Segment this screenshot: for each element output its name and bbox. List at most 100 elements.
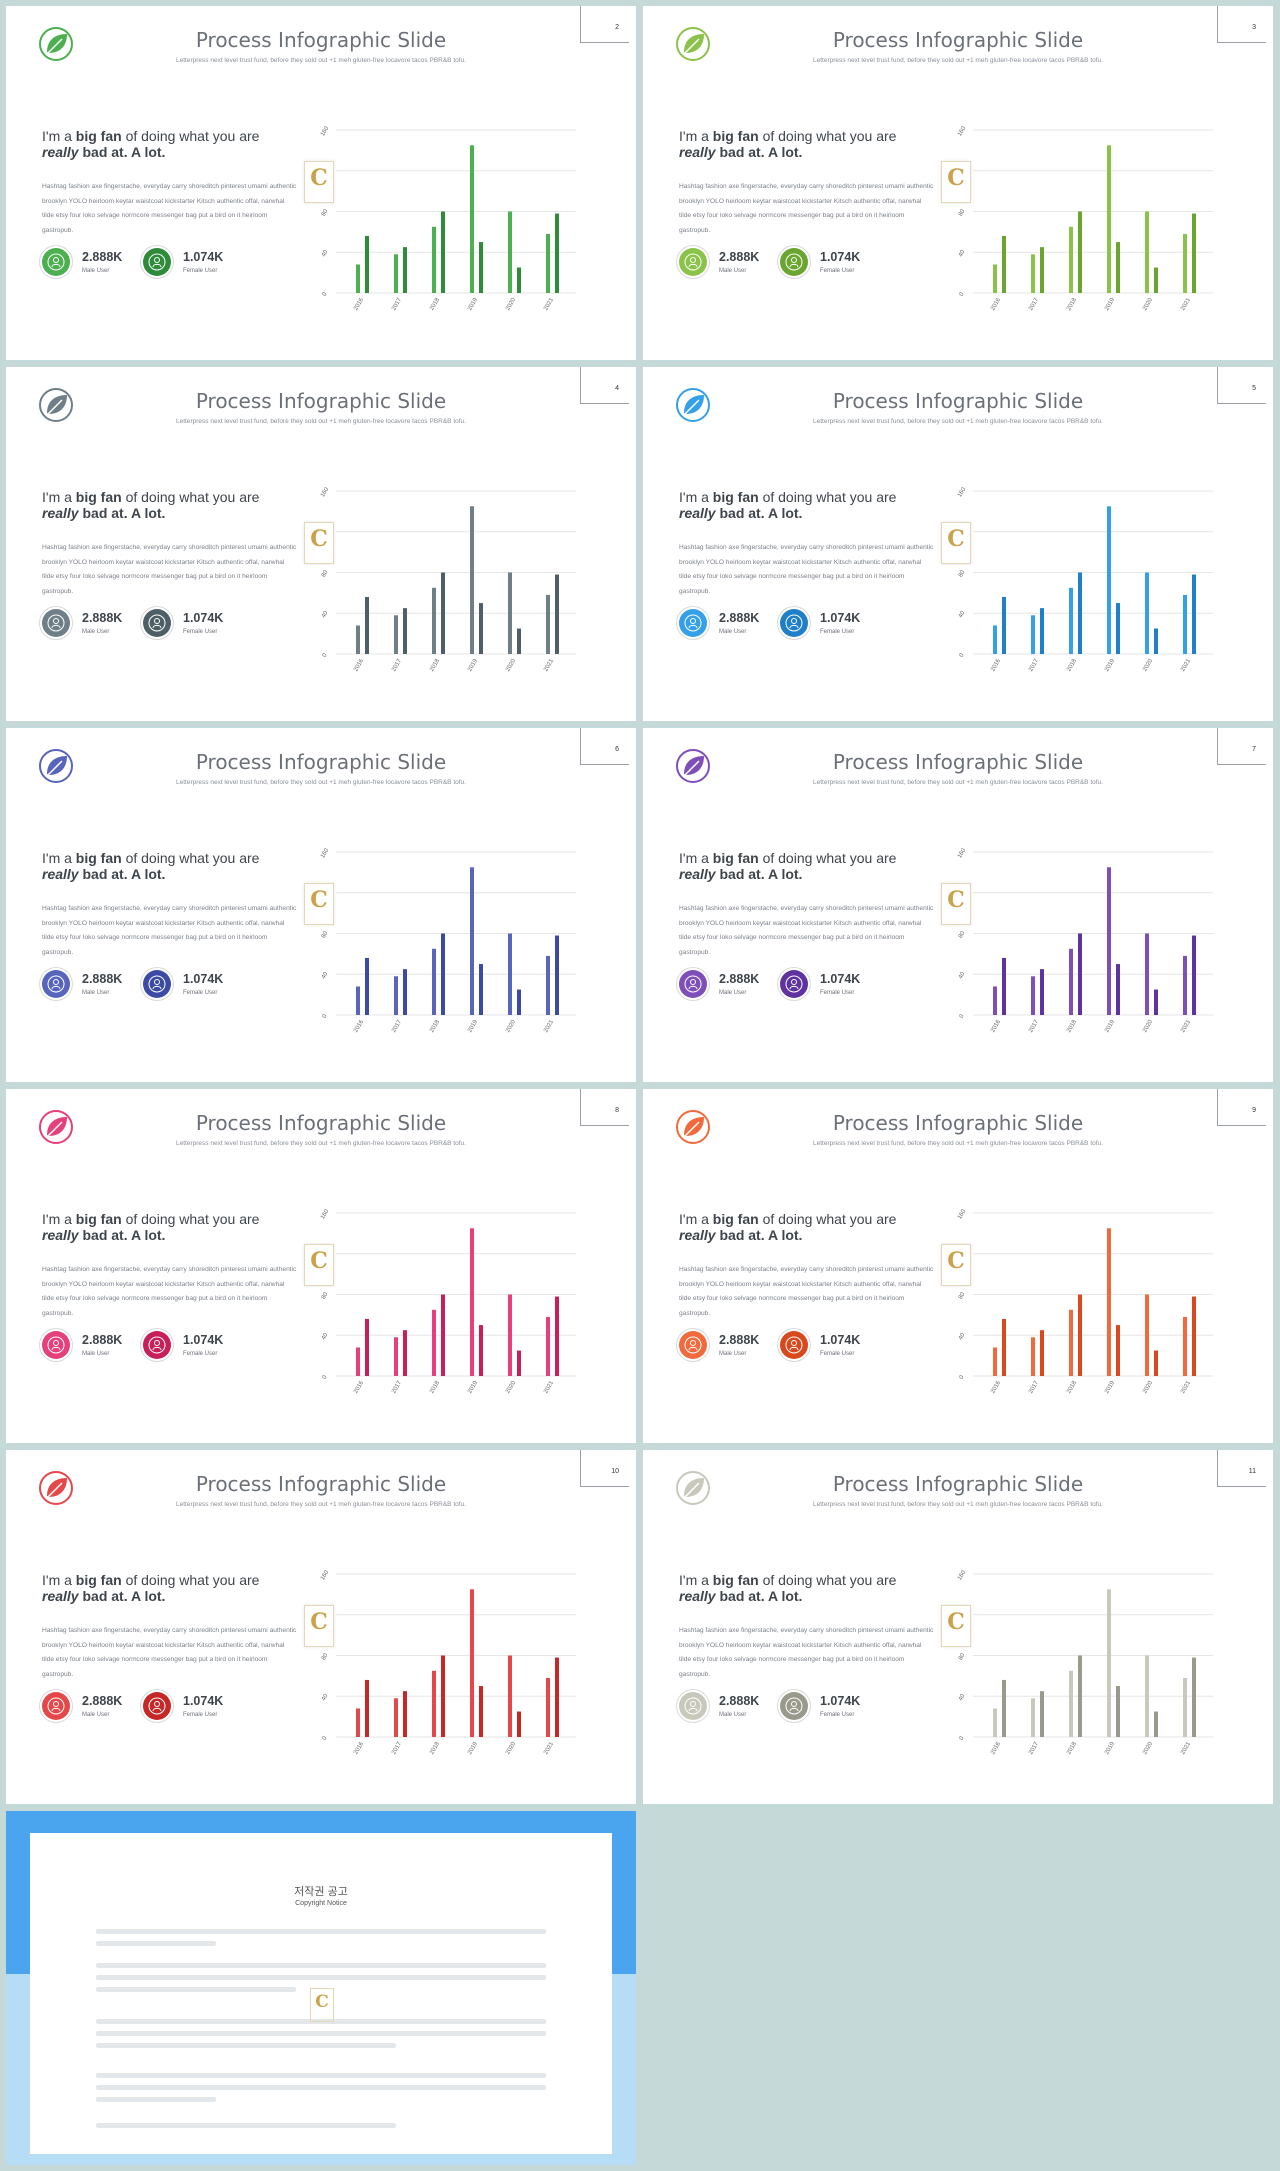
slide-subtitle: Letterpress next level trust fund, befor… [176,1501,466,1508]
user-icon [780,609,808,637]
leaf-logo-icon [39,1471,73,1505]
bar [403,969,407,1015]
bar [1154,1350,1158,1376]
headline: I'm a big fan of doing what you are reall… [42,489,302,521]
bar [555,1296,559,1376]
headline: I'm a big fan of doing what you are reall… [679,1572,939,1604]
slide: 10 Process Infographic Slide Letterpress n… [6,1450,636,1804]
stat2-value: 1.074K [820,250,861,264]
bar [1040,969,1044,1015]
y-tick-label: 160 [957,125,968,137]
bar [1031,254,1035,293]
bar [546,233,550,293]
body-text: Hashtag fashion axe fingerstache, everyd… [679,1266,934,1317]
x-tick-label: 2018 [1066,1019,1078,1034]
notice-text-line [96,2073,546,2078]
bar [1154,1711,1158,1737]
headline-italic: really [679,1588,716,1604]
bar [1078,933,1082,1015]
bar [993,986,997,1015]
y-tick-label: 80 [321,930,330,939]
x-tick-label: 2020 [505,1380,517,1395]
x-tick-label: 2018 [1066,1380,1078,1395]
x-tick-label: 2016 [353,658,365,673]
x-tick-label: 2016 [353,297,365,312]
bar [356,1708,360,1737]
stat2-label: Female User [183,1351,218,1357]
x-tick-label: 2017 [391,1380,403,1395]
headline-emphasis: big fan [75,1572,122,1588]
stat1-value: 2.888K [82,611,123,625]
page-number-box: 5 [1217,367,1266,404]
stat2-value: 1.074K [820,611,861,625]
bar [546,955,550,1015]
headline-part: bad at. A lot. [78,144,166,160]
bar-chart: 04080120160201620172018201920202021 [957,486,1213,673]
slide-title: Process Infographic Slide [195,750,447,774]
body-text: Hashtag fashion axe fingerstache, everyd… [679,905,934,956]
y-tick-label: 0 [322,1374,329,1380]
y-tick-label: 80 [321,208,330,217]
slide-title: Process Infographic Slide [832,1111,1084,1135]
headline-part: of doing what you are [758,1572,897,1588]
stat2-label: Female User [183,629,218,635]
notice-text-line [96,1941,216,1946]
x-tick-label: 2021 [1180,297,1192,312]
headline-part: bad at. A lot. [715,1588,803,1604]
notice-text-line [96,1987,296,1992]
headline-part: of doing what you are [121,1211,260,1227]
bar [1154,267,1158,293]
headline: I'm a big fan of doing what you are reall… [42,128,302,160]
bar [365,235,369,293]
y-tick-label: 80 [321,1652,330,1661]
stat2-label: Female User [820,1712,855,1718]
y-tick-label: 80 [958,569,967,578]
notice-text-line [96,2043,396,2048]
y-tick-label: 40 [321,610,330,619]
leaf-logo-icon [676,1471,710,1505]
bar [993,625,997,654]
page-number: 7 [1252,746,1256,753]
y-tick-label: 40 [321,1693,330,1702]
bar [555,574,559,654]
stat1-value: 2.888K [82,972,123,986]
stat1-label: Male User [82,990,110,996]
slide-subtitle: Letterpress next level trust fund, befor… [176,779,466,786]
bar [403,1691,407,1737]
y-tick-label: 160 [320,486,331,498]
headline-part: I'm a [42,1211,76,1227]
bar [356,625,360,654]
bar-chart: 04080120160201620172018201920202021 [320,486,576,673]
bar [432,1670,436,1737]
bar [1107,145,1111,293]
headline-part: bad at. A lot. [78,1227,166,1243]
headline-emphasis: big fan [75,850,122,866]
stat2-value: 1.074K [183,250,224,264]
stat1-value: 2.888K [82,250,123,264]
headline-part: I'm a [679,850,713,866]
page-number: 6 [615,746,619,753]
bar [1154,989,1158,1015]
bar-chart: 04080120160201620172018201920202021 [957,847,1213,1034]
y-tick-label: 40 [958,971,967,980]
x-tick-label: 2021 [543,1019,555,1034]
x-tick-label: 2021 [543,1741,555,1756]
x-tick-label: 2016 [990,1380,1002,1395]
bar [555,1657,559,1737]
bar [479,1325,483,1376]
headline-emphasis: big fan [75,1211,122,1227]
x-tick-label: 2019 [1104,1741,1116,1756]
headline-part: bad at. A lot. [78,1588,166,1604]
y-tick-label: 0 [959,1013,966,1019]
bar [1183,594,1187,654]
slide-subtitle: Letterpress next level trust fund, befor… [813,1501,1103,1508]
leaf-logo-icon [676,27,710,61]
page-number-box: 7 [1217,728,1266,765]
bar [1002,1679,1006,1737]
x-tick-label: 2021 [1180,658,1192,673]
bar [517,1350,521,1376]
slide-title: Process Infographic Slide [195,1111,447,1135]
stat2-label: Female User [183,990,218,996]
bar [479,1686,483,1737]
stat2-value: 1.074K [183,1694,224,1708]
